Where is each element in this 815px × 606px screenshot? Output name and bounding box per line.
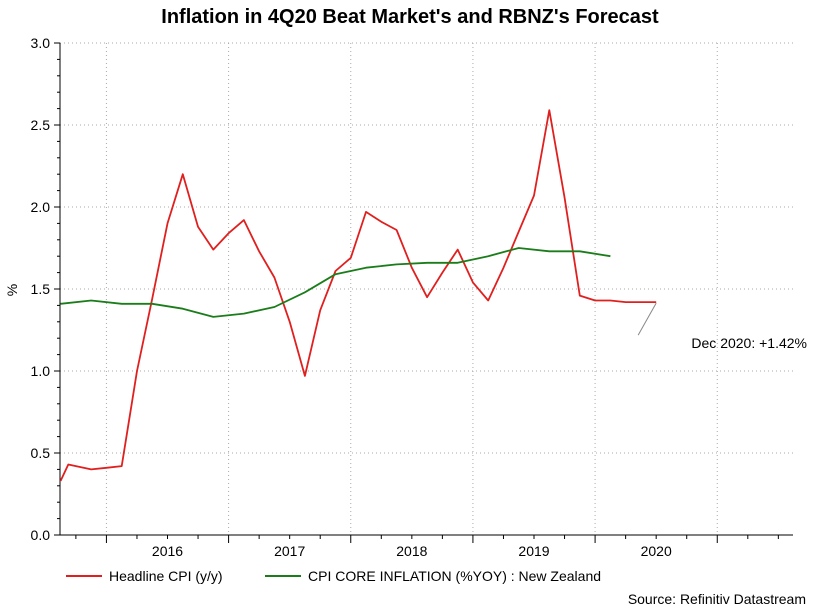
annotation-label: Dec 2020: +1.42% — [691, 335, 807, 351]
series-lines — [59, 109, 657, 482]
series-1-point — [273, 306, 275, 308]
series-0-point — [167, 222, 169, 224]
x-tick-label: 2018 — [396, 543, 427, 559]
series-1-point — [182, 308, 184, 310]
series-1-point — [243, 313, 245, 315]
y-tick-label: 1.5 — [31, 281, 51, 297]
series-1-point — [579, 250, 581, 252]
legend-label-1: CPI CORE INFLATION (%YOY) : New Zealand — [308, 568, 601, 584]
x-ticks: 2016 2017 2018 2019 2020 — [75, 535, 779, 559]
legend-label-0: Headline CPI (y/y) — [109, 568, 223, 584]
y-tick-label: 3.0 — [31, 35, 51, 51]
series-0-point — [655, 301, 657, 303]
series-0-point — [564, 196, 566, 198]
legend: Headline CPI (y/y) CPI CORE INFLATION (%Y… — [66, 568, 601, 584]
y-ticks: 0.0 0.5 1.0 1.5 2.0 2.5 3.0 — [31, 35, 60, 543]
grid — [60, 42, 793, 535]
series-0-point — [75, 465, 77, 467]
y-tick-label: 1.0 — [31, 363, 51, 379]
series-1-point — [365, 267, 367, 269]
series-1-point — [151, 303, 153, 305]
series-0-point — [380, 221, 382, 223]
series-0-point — [212, 249, 214, 251]
series-0-point — [502, 267, 504, 269]
series-0-point — [396, 229, 398, 231]
series-0-point — [228, 232, 230, 234]
series-0-point — [289, 321, 291, 323]
y-axis-label: % — [4, 284, 20, 296]
series-0-point — [319, 309, 321, 311]
series-0-point — [197, 226, 199, 228]
series-0-point — [182, 173, 184, 175]
series-0-point — [640, 301, 642, 303]
series-1-point — [457, 262, 459, 264]
series-0-point — [151, 298, 153, 300]
series-line-0 — [59, 109, 657, 482]
chart-title: Inflation in 4Q20 Beat Market's and RBNZ… — [161, 6, 659, 28]
series-0-point — [426, 296, 428, 298]
series-0-point — [121, 465, 123, 467]
series-0-point — [243, 219, 245, 221]
series-1-point — [334, 273, 336, 275]
series-0-point — [411, 267, 413, 269]
series-line-1 — [60, 247, 611, 318]
series-0-point — [472, 281, 474, 283]
x-tick-label: 2017 — [274, 543, 305, 559]
x-tick-label: 2019 — [518, 543, 549, 559]
series-0-point — [579, 295, 581, 297]
y-tick-label: 0.0 — [31, 527, 51, 543]
series-1-point — [396, 263, 398, 265]
series-1-point — [487, 255, 489, 257]
series-1-point — [609, 255, 611, 257]
series-1-point — [90, 299, 92, 301]
series-0-point — [334, 270, 336, 272]
source-note: Source: Refinitiv Datastream — [628, 591, 806, 606]
series-0-point — [441, 272, 443, 274]
series-0-point — [273, 277, 275, 279]
y-tick-label: 2.5 — [31, 117, 51, 133]
series-0-point — [594, 299, 596, 301]
series-0-point — [533, 195, 535, 197]
series-0-point — [548, 109, 550, 111]
series-1-point — [518, 247, 520, 249]
series-0-point — [105, 467, 107, 469]
series-0-point — [136, 370, 138, 372]
series-0-point — [258, 250, 260, 252]
y-tick-label: 2.0 — [31, 199, 51, 215]
annotations: Dec 2020: +1.42% — [637, 302, 807, 351]
series-0-point — [67, 463, 69, 465]
series-1-point — [212, 316, 214, 318]
series-1-point — [548, 250, 550, 252]
series-0-point — [304, 375, 306, 377]
x-tick-label: 2020 — [641, 543, 672, 559]
series-1-point — [304, 291, 306, 293]
series-0-point — [518, 231, 520, 233]
series-0-point — [90, 468, 92, 470]
series-0-point — [365, 211, 367, 213]
x-tick-label: 2016 — [152, 543, 183, 559]
series-1-point — [426, 262, 428, 264]
series-0-point — [350, 257, 352, 259]
series-1-point — [60, 303, 62, 305]
series-0-point — [609, 299, 611, 301]
series-0-point — [625, 301, 627, 303]
series-0-point — [60, 480, 62, 482]
annotation-leader — [637, 302, 657, 336]
series-1-point — [121, 303, 123, 305]
y-tick-label: 0.5 — [31, 445, 51, 461]
series-0-point — [487, 299, 489, 301]
series-0-point — [457, 249, 459, 251]
